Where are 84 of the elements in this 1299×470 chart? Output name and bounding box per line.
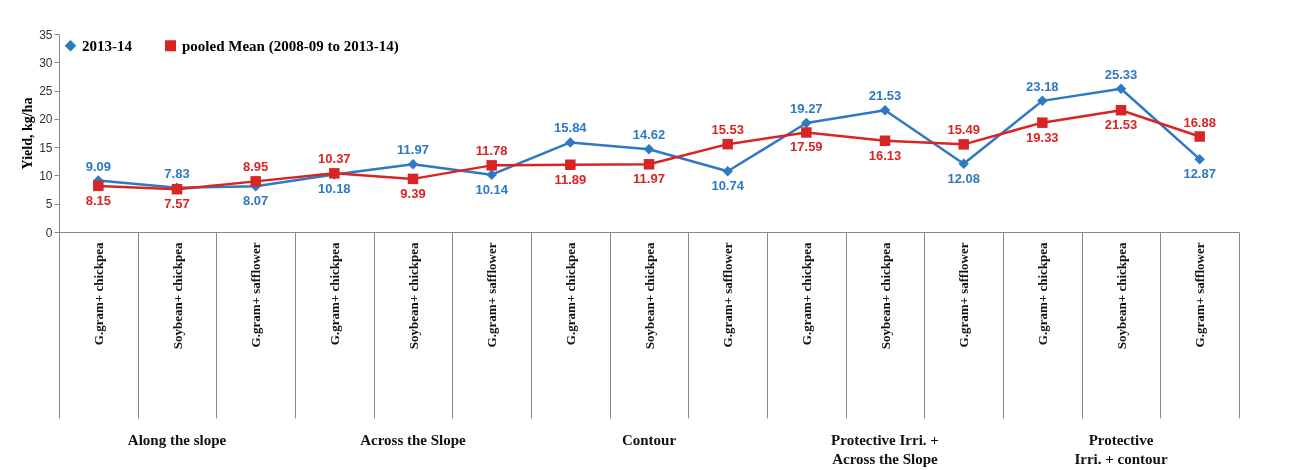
point: [407, 159, 419, 170]
data-label: 21.53: [1104, 117, 1138, 133]
text: Along the slope: [127, 432, 227, 448]
data-label: 12.87: [1183, 166, 1216, 182]
x-tick-label: G.gram+ safflower: [720, 242, 736, 348]
point: [407, 173, 419, 185]
point: [1115, 83, 1127, 94]
x-tick-label: G.gram+ chickpea: [562, 242, 578, 346]
data-label: 10.18: [318, 181, 351, 197]
data-label: 9.39: [400, 185, 426, 201]
x-tick-label: G.gram+ chickpea: [326, 242, 342, 346]
data-label: 21.53: [868, 88, 902, 104]
text: Protective Irri. + Across the Slope: [831, 432, 939, 467]
legend-label: pooled Mean (2008-09 to 2013-14): [182, 37, 399, 55]
point: [1194, 153, 1205, 165]
text: Protective Irri. + contour: [1074, 432, 1168, 467]
point: [1115, 104, 1127, 116]
x-tick-label: Soybean+ chickpea: [877, 242, 893, 350]
y-tick-label: 35: [39, 27, 53, 42]
text: Across the Slope: [360, 432, 467, 448]
point: [1037, 117, 1048, 128]
data-label: 8.07: [243, 193, 269, 209]
x-tick-label: G.gram+ chickpea: [798, 242, 814, 346]
x-tick-label: G.gram+ chickpea: [1034, 242, 1050, 346]
y-tick-label: 25: [39, 84, 53, 99]
point: [250, 176, 261, 187]
data-label: 19.33: [1026, 129, 1059, 145]
data-label: 14.62: [632, 127, 666, 143]
x-tick-label: G.gram+ chickpea: [90, 242, 106, 346]
data-label: 11.97: [633, 171, 665, 187]
x-tick-label: Soybean+ chickpea: [1113, 242, 1129, 350]
x-tick-label: Soybean+ chickpea: [405, 242, 421, 350]
data-label: 11.78: [475, 143, 508, 159]
data-label: 10.14: [475, 181, 509, 197]
y-axis-title: Yield, kg/ha: [20, 97, 36, 170]
data-label: 7.57: [164, 196, 190, 212]
y-tick-label: 5: [45, 197, 53, 212]
point: [93, 180, 104, 192]
y-tick-label: 15: [39, 140, 53, 155]
data-label: 15.84: [554, 120, 588, 136]
y-tick-label: 0: [45, 225, 53, 240]
x-tick-label: Soybean+ chickpea: [641, 242, 657, 350]
data-label: 16.13: [868, 147, 902, 163]
data-label: 8.95: [243, 159, 269, 175]
point: [486, 169, 497, 180]
data-label: 10.74: [711, 178, 745, 194]
point: [1194, 131, 1205, 142]
data-label: 7.83: [164, 165, 190, 181]
data-label: 12.08: [947, 170, 980, 186]
data-label: 9.09: [85, 158, 111, 174]
point: [801, 127, 812, 138]
point: [879, 104, 891, 116]
y-tick-label: 10: [39, 168, 53, 183]
data-label: 15.49: [947, 122, 980, 138]
y-tick-label: 30: [39, 55, 53, 70]
data-label: 8.15: [85, 192, 111, 208]
text: Contour: [621, 432, 677, 448]
point: [1037, 95, 1048, 107]
data-label: 23.18: [1026, 78, 1059, 94]
point: [958, 139, 969, 150]
point: [643, 144, 655, 155]
data-label: 15.53: [711, 122, 744, 138]
data-label: 11.97: [397, 142, 429, 158]
point: [958, 158, 969, 169]
point: [643, 159, 655, 170]
x-tick-label: G.gram+ safflower: [1192, 242, 1208, 348]
data-label: 10.37: [318, 151, 351, 167]
point: [565, 159, 576, 170]
data-label: 19.27: [790, 100, 823, 116]
point: [722, 138, 733, 150]
data-label: 25.33: [1104, 66, 1138, 82]
point: [486, 160, 497, 171]
data-label: 16.88: [1183, 114, 1216, 130]
x-tick-label: G.gram+ safflower: [956, 242, 972, 348]
x-tick-label: G.gram+ safflower: [248, 242, 264, 348]
point: [722, 166, 733, 177]
y-tick-label: 20: [39, 112, 53, 127]
data-label: 17.59: [790, 139, 823, 155]
x-tick-label: Soybean+ chickpea: [169, 242, 185, 350]
x-tick-label: G.gram+ safflower: [484, 242, 500, 348]
point: [879, 135, 891, 146]
point: [565, 137, 576, 148]
legend-label: 2013-14: [82, 37, 133, 54]
data-label: 11.89: [554, 171, 587, 187]
